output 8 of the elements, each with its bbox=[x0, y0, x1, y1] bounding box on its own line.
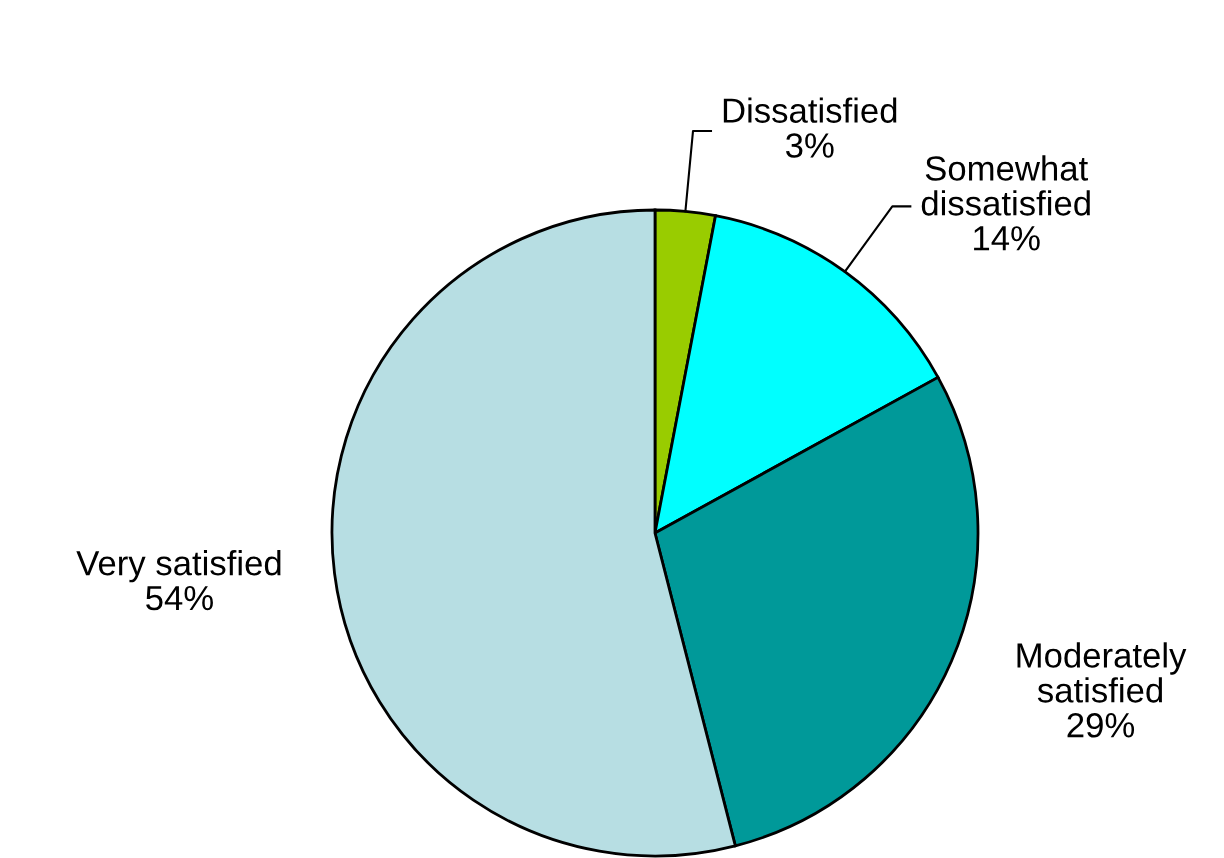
data-label: 54% bbox=[146, 585, 213, 611]
slice-label: Dissatisfied bbox=[723, 97, 897, 123]
slice-label: Very satisfied bbox=[76, 549, 281, 583]
slice-label: Somewhat dissatisfied bbox=[921, 155, 1090, 216]
data-label: 14% bbox=[974, 226, 1040, 251]
slice-label: Moderately satisfied bbox=[1017, 642, 1187, 703]
data-label: 29% bbox=[1067, 712, 1135, 738]
data-label: 3% bbox=[785, 133, 834, 158]
